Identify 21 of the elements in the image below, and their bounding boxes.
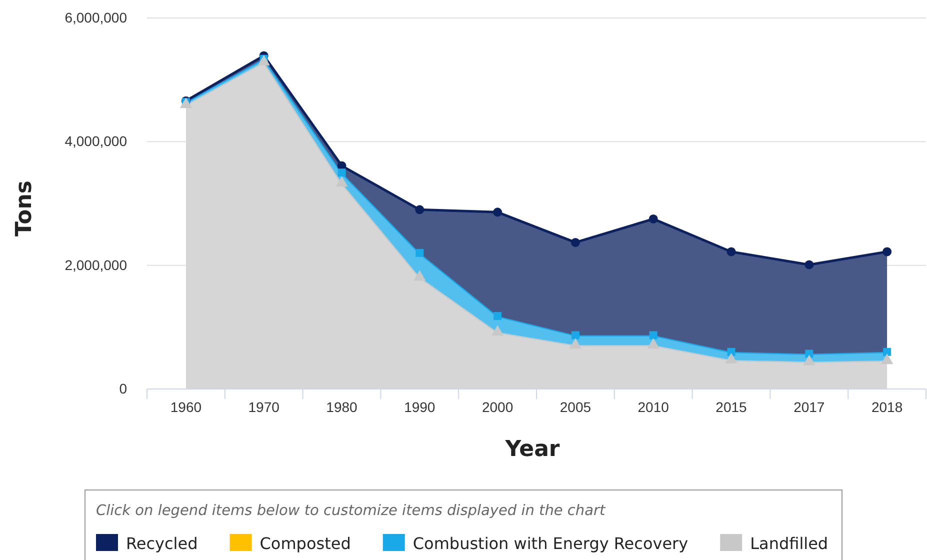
x-tick-label: 2010 [638,398,670,415]
x-tick-label: 1960 [170,398,202,415]
x-tick-label: 2000 [482,398,514,415]
y-tick-label: 4,000,000 [64,133,128,150]
x-tick-label: 1990 [404,398,436,415]
text: Click on legend items below to customize items displayed in the chart [96,503,606,519]
x-tick-label: 2018 [871,398,903,415]
y-axis-title: Tons [12,180,37,236]
x-tick-label: 1970 [248,398,280,415]
legend-label: Landfilled [750,534,828,553]
legend-label: Recycled [126,534,198,553]
x-tick-label: 2015 [716,398,748,415]
y-tick-label: 0 [119,380,128,396]
y-tick-label: 6,000,000 [64,9,128,26]
x-tick-label: 2017 [794,398,825,415]
x-axis-title: Year [504,437,560,462]
x-tick-label: 2005 [560,398,592,415]
legend-label: Combustion with Energy Recovery [412,534,688,553]
x-tick-label: 1980 [326,398,358,415]
legend-label: Composted [260,534,351,553]
y-tick-label: 2,000,000 [64,256,128,273]
